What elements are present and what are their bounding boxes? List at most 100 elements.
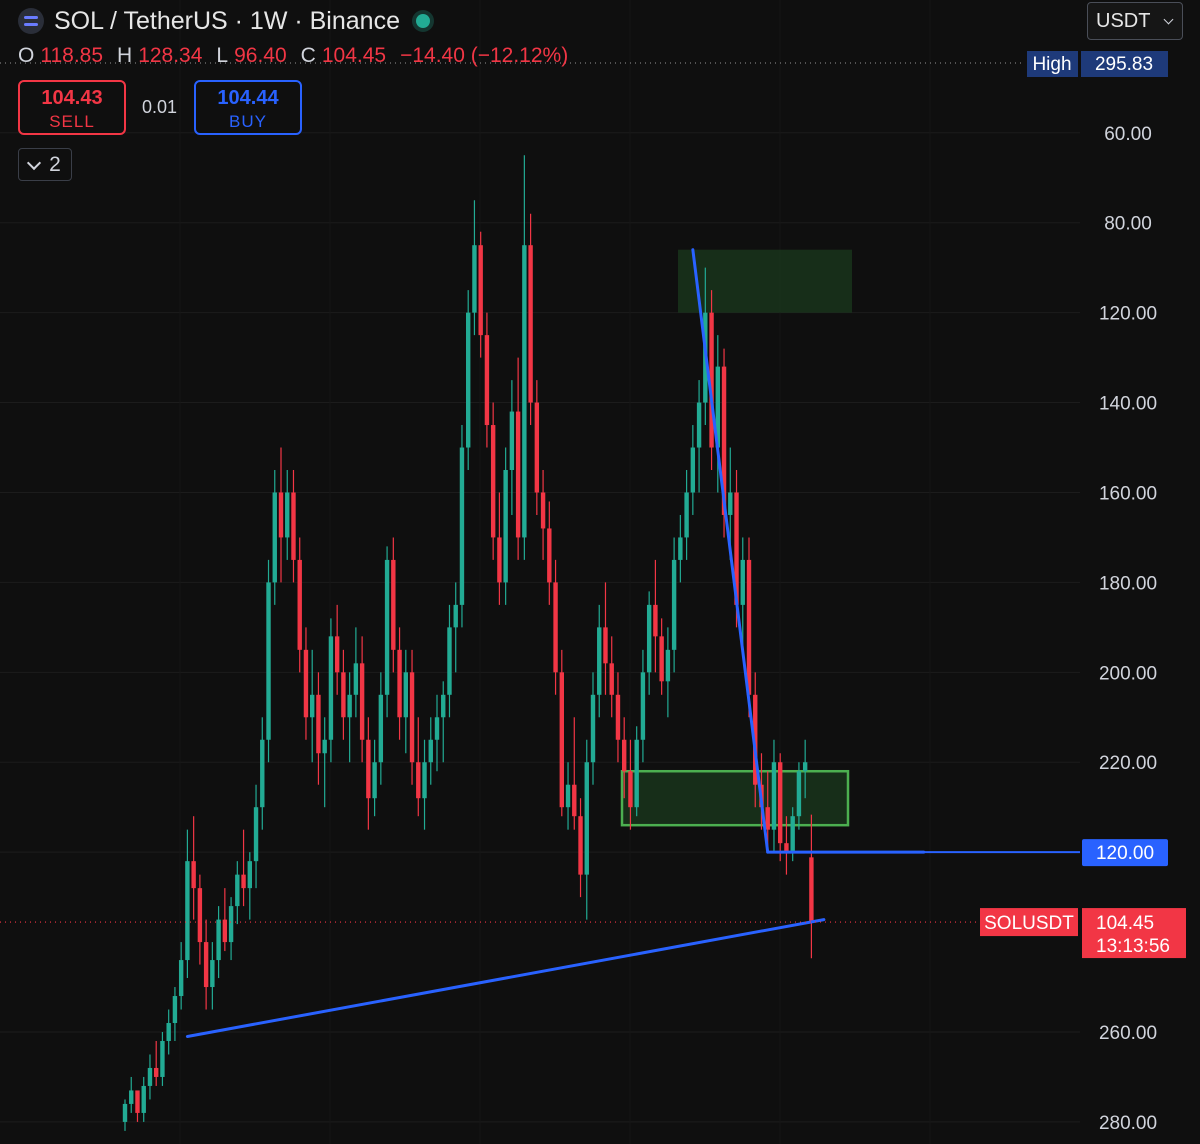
candle-body bbox=[310, 694, 315, 718]
buy-price: 104.44 bbox=[217, 87, 279, 109]
candle-body bbox=[528, 245, 533, 403]
candle-body bbox=[409, 672, 415, 763]
candle-body bbox=[141, 1085, 146, 1113]
candle-body bbox=[740, 559, 745, 605]
price-tick-label: 280.00 bbox=[1099, 1113, 1157, 1134]
candle-body bbox=[678, 537, 683, 560]
candle-body bbox=[565, 784, 571, 808]
price-tick-label: 260.00 bbox=[1099, 1023, 1157, 1044]
candle-body bbox=[434, 717, 440, 740]
candle-body bbox=[540, 492, 546, 529]
candle-body bbox=[197, 888, 203, 943]
candle-body bbox=[684, 492, 689, 538]
candle-body bbox=[391, 559, 396, 650]
buy-label: BUY bbox=[229, 112, 267, 131]
candle-body bbox=[809, 857, 814, 923]
line-tag-box bbox=[1082, 839, 1168, 867]
candle-body bbox=[422, 762, 427, 799]
candle-body bbox=[778, 762, 783, 844]
candle-body bbox=[222, 919, 228, 943]
candle-body bbox=[603, 627, 608, 664]
candle-body bbox=[484, 335, 490, 426]
high-tag-value-box bbox=[1081, 51, 1168, 77]
candle-body bbox=[372, 762, 377, 799]
candle-body bbox=[640, 672, 646, 740]
candle-body bbox=[353, 663, 359, 695]
candle-body bbox=[235, 874, 240, 907]
high-tag-value: 295.83 bbox=[1095, 54, 1153, 75]
chevron-down-icon bbox=[1163, 14, 1174, 24]
candle-body bbox=[447, 627, 452, 695]
candle-body bbox=[665, 649, 671, 682]
candle-body bbox=[378, 694, 384, 763]
candle-body bbox=[322, 739, 327, 754]
candle-body bbox=[497, 537, 502, 583]
candle-body bbox=[578, 816, 583, 875]
candle-body bbox=[796, 771, 802, 817]
candles bbox=[122, 155, 814, 1131]
symbol-header: SOL / TetherUS · 1W · Binance bbox=[18, 4, 430, 38]
candle-body bbox=[253, 807, 259, 862]
sell-button[interactable]: 104.43 SELL bbox=[18, 80, 126, 135]
candle-body bbox=[734, 492, 739, 605]
candle-body bbox=[790, 816, 795, 853]
candle-body bbox=[559, 672, 564, 808]
candle-body bbox=[584, 762, 589, 875]
candle-body bbox=[172, 996, 178, 1024]
candle-body bbox=[628, 771, 633, 808]
candle-body bbox=[366, 739, 371, 799]
currency-selector[interactable]: USDT bbox=[1087, 2, 1183, 40]
candle-body bbox=[416, 762, 421, 799]
candle-body bbox=[297, 559, 302, 650]
trendline[interactable] bbox=[185, 918, 826, 1038]
candle-body bbox=[453, 604, 458, 628]
close-label: C bbox=[300, 44, 316, 67]
candle-body bbox=[397, 649, 402, 718]
candle-body bbox=[746, 559, 752, 695]
candle-body bbox=[715, 366, 720, 448]
line-tag-value: 120.00 bbox=[1096, 843, 1154, 864]
high-tag-label-box bbox=[1027, 51, 1078, 77]
ohlc-legend: O 118.85 H 128.34 L 96.40 C 104.45 −14.40 (−… bbox=[18, 44, 568, 68]
candle-body bbox=[696, 402, 702, 448]
candle-body bbox=[534, 402, 540, 493]
candle-body bbox=[228, 906, 234, 943]
market-open-dot-icon bbox=[415, 14, 430, 28]
price-tick-label: 220.00 bbox=[1099, 753, 1157, 774]
sell-price: 104.43 bbox=[41, 87, 103, 109]
candle-body bbox=[771, 762, 777, 830]
candle-body bbox=[122, 1103, 128, 1122]
candle-body bbox=[597, 627, 602, 695]
chevron-down-icon bbox=[27, 155, 42, 170]
line-price-tag: 120.00 bbox=[1082, 839, 1168, 867]
candle-body bbox=[147, 1067, 153, 1086]
sell-label: SELL bbox=[49, 112, 95, 131]
candle-body bbox=[285, 492, 290, 538]
candle-body bbox=[509, 411, 515, 470]
candle-body bbox=[328, 636, 334, 740]
high-price-tag: High 295.83 bbox=[1027, 51, 1168, 77]
buy-button[interactable]: 104.44 BUY bbox=[194, 80, 302, 135]
supply-demand-zones bbox=[620, 249, 852, 827]
change-value: −14.40 (−12.12%) bbox=[400, 44, 569, 67]
price-tick-label: 140.00 bbox=[1099, 394, 1157, 415]
candle-body bbox=[266, 582, 271, 740]
trendline[interactable] bbox=[691, 248, 770, 854]
open-label: O bbox=[18, 44, 35, 67]
indicators-toggle-button[interactable]: 2 bbox=[18, 148, 72, 181]
candle-body bbox=[615, 694, 621, 740]
price-tick-label: 180.00 bbox=[1099, 573, 1157, 594]
candle-body bbox=[160, 1040, 165, 1077]
candle-body bbox=[671, 559, 677, 650]
symbol-title[interactable]: SOL / TetherUS · 1W · Binance bbox=[54, 6, 400, 35]
candle-body bbox=[334, 636, 340, 673]
candle-body bbox=[428, 739, 433, 763]
candle-body bbox=[784, 843, 789, 853]
candle-body bbox=[609, 663, 614, 695]
candle-body bbox=[634, 739, 639, 808]
price-tick-label: 60.00 bbox=[1104, 124, 1152, 145]
